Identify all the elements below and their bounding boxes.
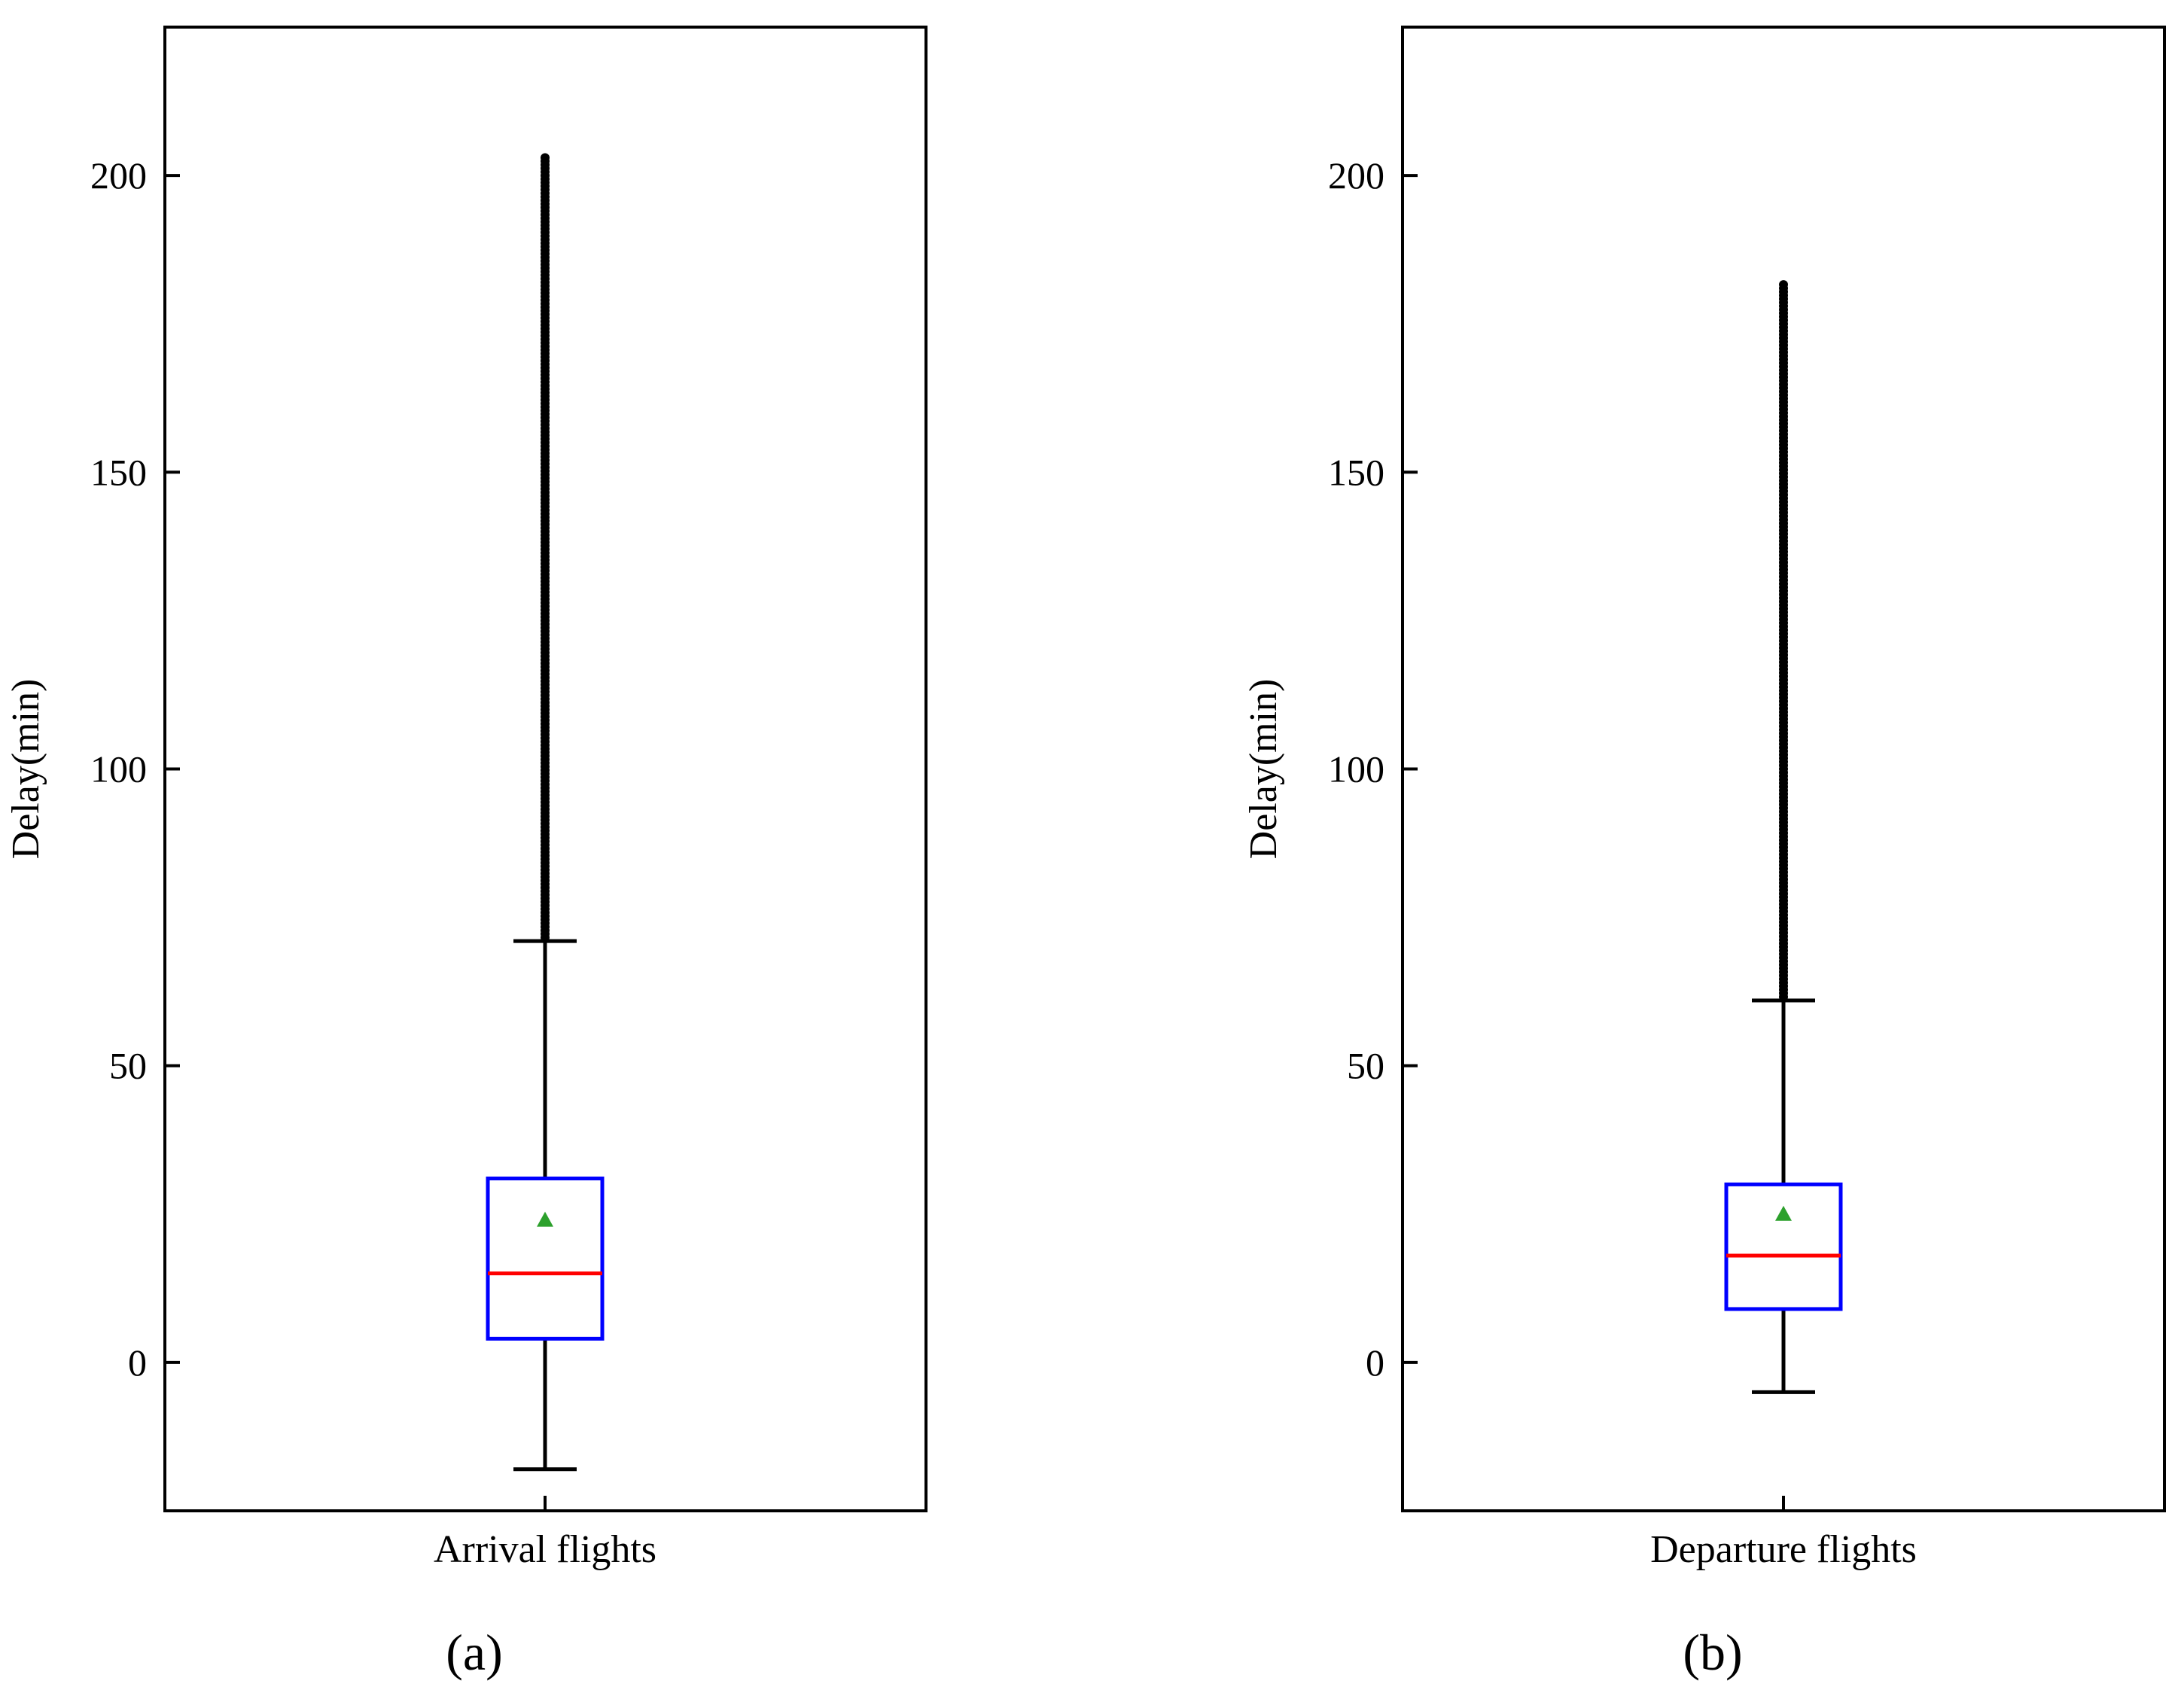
- mean-marker: [537, 1211, 553, 1227]
- y-tick-label: 100: [1328, 748, 1384, 790]
- panel-a: 0 50 100 150 200 Delay(min) Arrival flights (a): [5, 26, 928, 1681]
- mean-marker: [1775, 1205, 1792, 1221]
- panel-label: (b): [1683, 1624, 1742, 1681]
- outlier-point: [1779, 280, 1788, 290]
- y-axis-label: Delay(min): [5, 679, 47, 860]
- panel-label: (a): [446, 1624, 502, 1681]
- x-tick-label: Departure flights: [1650, 1528, 1917, 1571]
- panel-b: 0 50 100 150 200 Delay(min) Departure flights (…: [1242, 26, 2166, 1681]
- y-tick-label: 200: [90, 154, 147, 196]
- iqr-box: [1724, 1182, 1843, 1311]
- y-tick-label: 100: [90, 748, 147, 790]
- outlier-point: [541, 153, 550, 163]
- iqr-box: [486, 1176, 605, 1341]
- y-tick-label: 0: [128, 1341, 147, 1384]
- y-axis-label: Delay(min): [1242, 679, 1285, 860]
- y-tick-label: 200: [1328, 154, 1384, 196]
- y-tick-label: 150: [1328, 451, 1384, 493]
- y-tick-label: 50: [1347, 1045, 1384, 1087]
- y-tick-label: 150: [90, 451, 147, 493]
- x-tick-label: Arrival flights: [434, 1528, 656, 1571]
- y-tick-label: 0: [1366, 1341, 1384, 1384]
- y-tick-label: 50: [109, 1045, 147, 1087]
